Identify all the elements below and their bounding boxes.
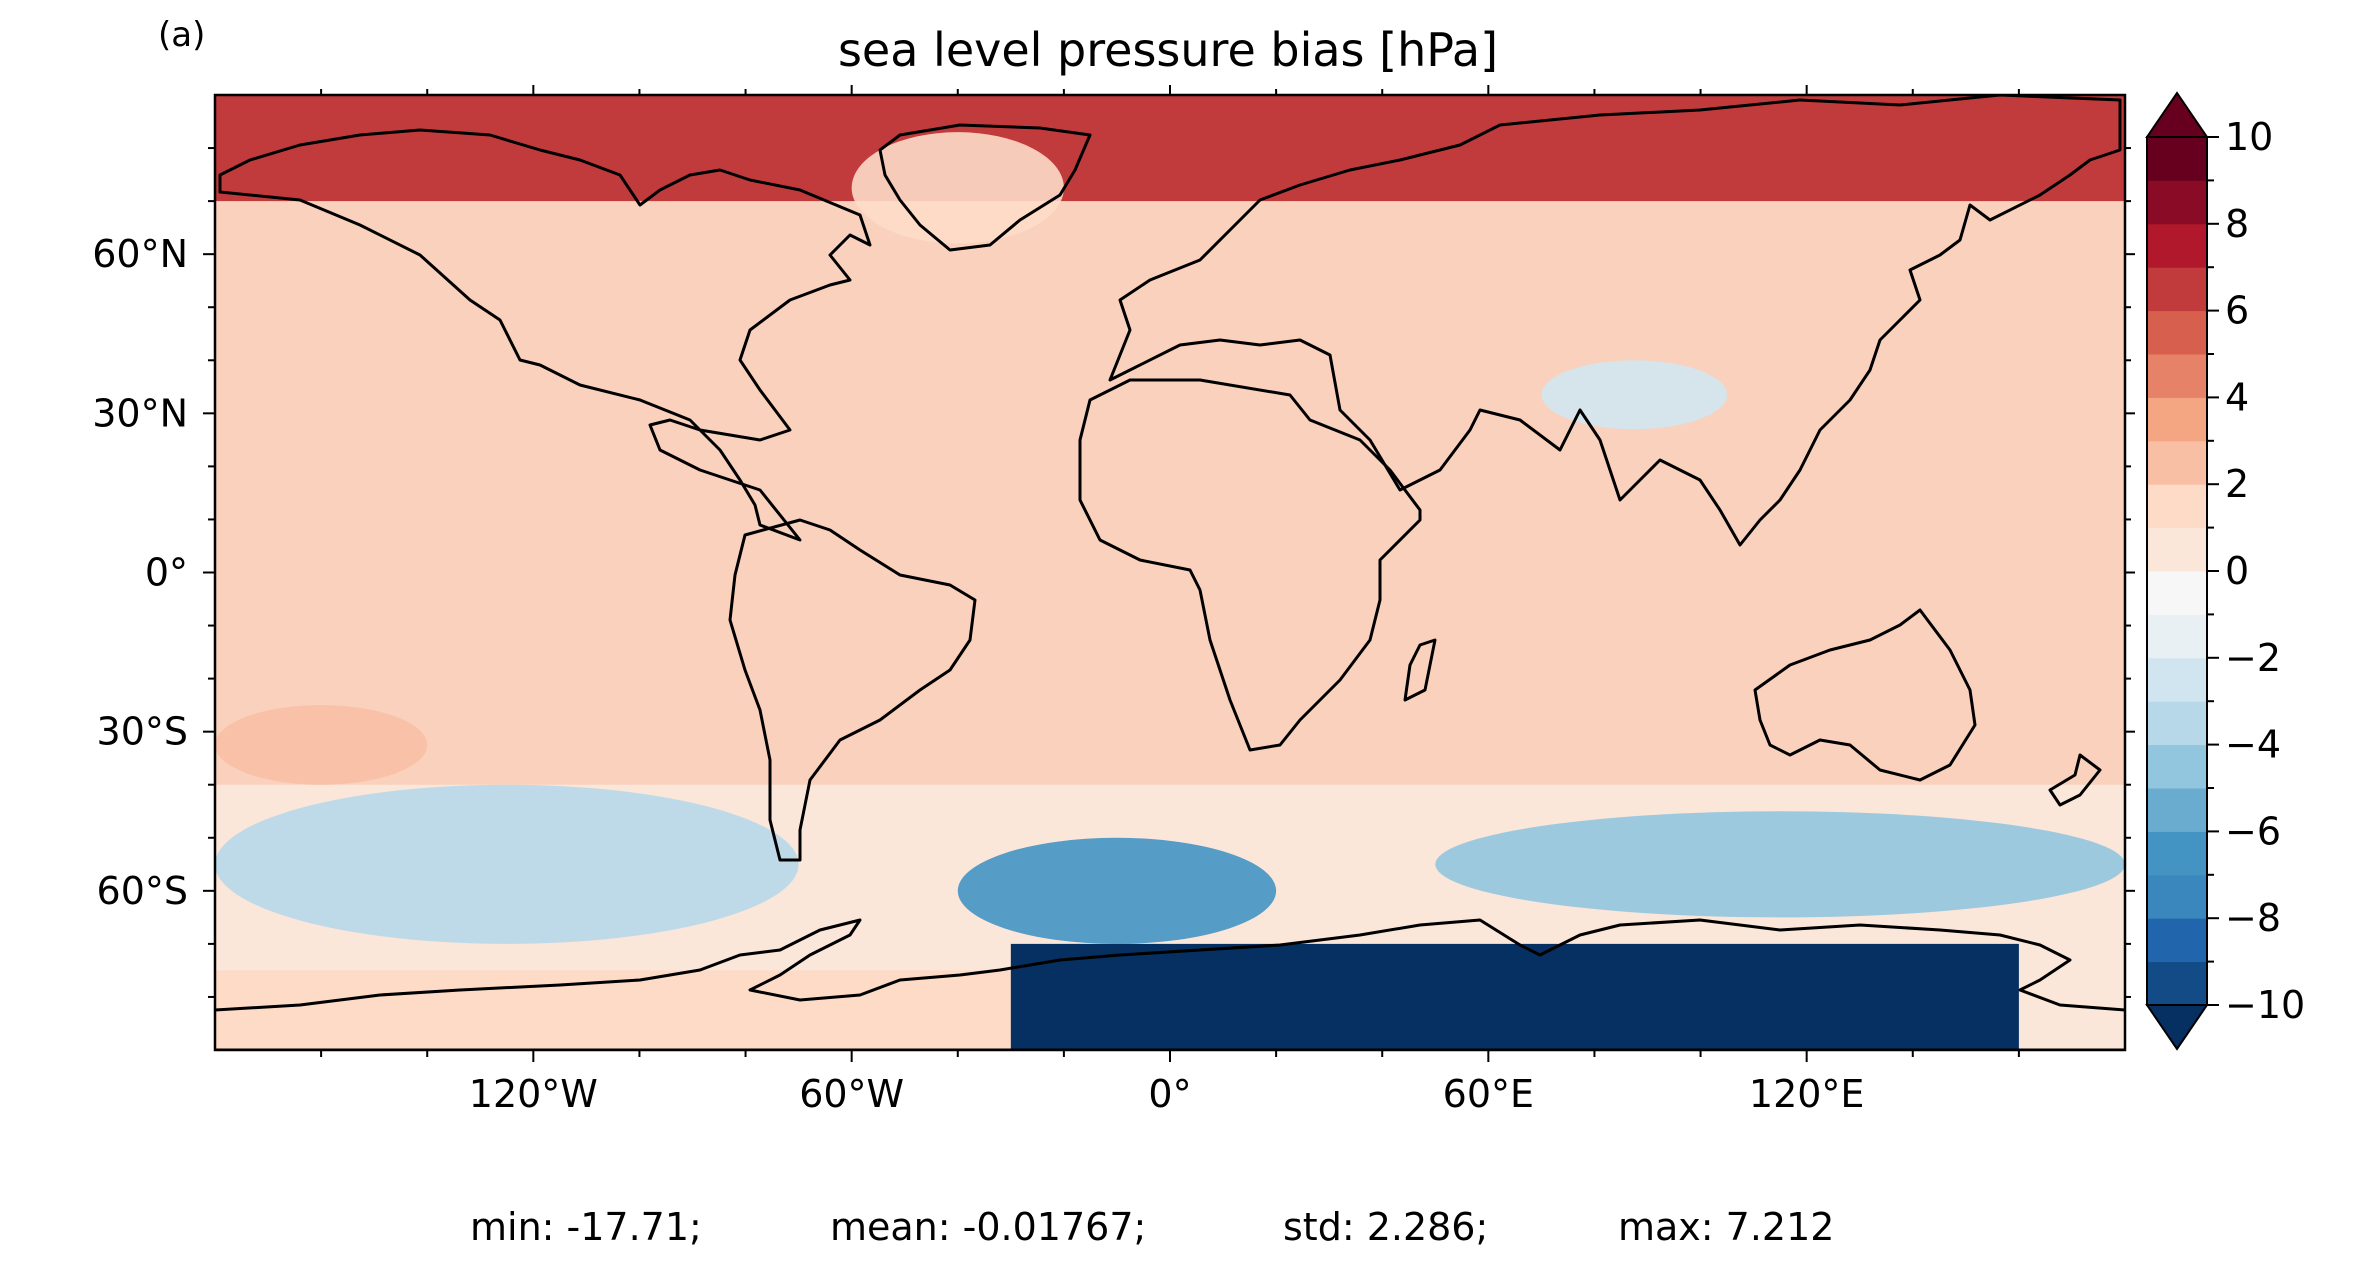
colorbar-bin xyxy=(2147,440,2207,485)
colorbar-bin xyxy=(2147,354,2207,398)
statistics-line: min: -17.71; mean: -0.01767; std: 2.286;… xyxy=(470,1205,1834,1249)
colorbar-bin xyxy=(2147,831,2207,876)
colorbar-bin xyxy=(2147,527,2207,572)
axis-ticks xyxy=(203,85,2135,1062)
colorbar-bin xyxy=(2147,137,2207,181)
chart-title: sea level pressure bias [hPa] xyxy=(838,23,1498,77)
coastlines xyxy=(215,95,2125,1050)
colorbar-bin xyxy=(2147,397,2207,442)
colorbar-bin xyxy=(2147,961,2207,1006)
north-america-coastline xyxy=(218,128,872,542)
colorbar-bin xyxy=(2147,614,2207,659)
panel-label: (a) xyxy=(158,15,205,55)
stat-min: min: -17.71; xyxy=(470,1205,702,1249)
region-southern-indian-ocean xyxy=(1435,811,2125,918)
colorbar-bin xyxy=(2147,484,2207,529)
stat-max: max: 7.212 xyxy=(1618,1205,1834,1249)
region-tibetan-plateau xyxy=(1541,360,1728,430)
y-tick-label: 30°N xyxy=(92,391,188,435)
south-america-coastline xyxy=(728,518,977,862)
colorbar-tick-label: −10 xyxy=(2225,983,2305,1027)
region-east-antarctica xyxy=(1010,943,2019,1050)
axis-labels: 120°W 60°W 0° 60°E 120°E 60°N 30°N 0° 30°S 60°S xyxy=(92,232,1864,1116)
colorbar-extend-min xyxy=(2145,1004,2209,1051)
region-subtropical-south-pacific xyxy=(215,705,428,785)
antarctica-coastline xyxy=(215,918,2125,1012)
x-tick-label: 60°E xyxy=(1443,1072,1534,1116)
africa-coastline xyxy=(1078,378,1422,752)
map-plot-area: 120°W 60°W 0° 60°E 120°E 60°N 30°N 0° 30°S 60°S xyxy=(92,85,2135,1116)
colorbar-bin xyxy=(2147,744,2207,789)
y-tick-label: 30°S xyxy=(97,710,188,754)
colorbar-tick-label: 10 xyxy=(2225,115,2273,159)
y-tick-label: 60°S xyxy=(97,869,188,913)
colorbar-bin xyxy=(2147,874,2207,919)
x-tick-label: 120°E xyxy=(1749,1072,1865,1116)
heatmap-cells xyxy=(215,95,2125,1050)
colorbar-extend-max xyxy=(2145,91,2209,138)
madagascar-coastline xyxy=(1403,638,1437,702)
colorbar-tick-label: 2 xyxy=(2225,462,2249,506)
colorbar-bin xyxy=(2147,310,2207,355)
greenland-coastline xyxy=(878,123,1092,252)
x-tick-label: 0° xyxy=(1148,1072,1191,1116)
colorbar-tick-label: −6 xyxy=(2225,809,2281,853)
region-west-antarctica xyxy=(215,970,1011,1050)
stat-std: std: 2.286; xyxy=(1283,1205,1488,1249)
region-south-pacific xyxy=(215,784,799,944)
y-tick-label: 60°N xyxy=(92,232,188,276)
colorbar-tick-label: 0 xyxy=(2225,549,2249,593)
colorbar-tick-label: −2 xyxy=(2225,636,2281,680)
colorbar-bin xyxy=(2147,571,2207,615)
colorbar-tick-label: 6 xyxy=(2225,289,2249,333)
colorbar-bin xyxy=(2147,657,2207,702)
new-zealand-coastline xyxy=(2048,753,2102,807)
eurasia-coastline xyxy=(1108,95,2122,547)
region-continents xyxy=(215,201,2125,785)
colorbar-tick-label: −4 xyxy=(2225,723,2281,767)
colorbar-bin xyxy=(2147,701,2207,746)
colorbar-bin xyxy=(2147,267,2207,312)
colorbar-bin xyxy=(2147,788,2207,832)
colorbar: 10 8 6 4 2 0 −2 −4 −6 −8 −10 xyxy=(2145,91,2305,1051)
region-south-atlantic xyxy=(957,837,1277,944)
colorbar-bin xyxy=(2147,180,2207,225)
colorbar-tick-label: 4 xyxy=(2225,375,2249,419)
australia-coastline xyxy=(1753,608,1977,782)
colorbar-tick-label: 8 xyxy=(2225,202,2249,246)
region-greenland xyxy=(851,132,1064,244)
colorbar-bin xyxy=(2147,918,2207,963)
region-arctic xyxy=(215,95,2125,202)
x-tick-label: 60°W xyxy=(799,1072,904,1116)
colorbar-bin xyxy=(2147,223,2207,268)
y-tick-label: 0° xyxy=(145,551,188,595)
stat-mean: mean: -0.01767; xyxy=(830,1205,1146,1249)
colorbar-tick-label: −8 xyxy=(2225,896,2281,940)
x-tick-label: 120°W xyxy=(469,1072,598,1116)
